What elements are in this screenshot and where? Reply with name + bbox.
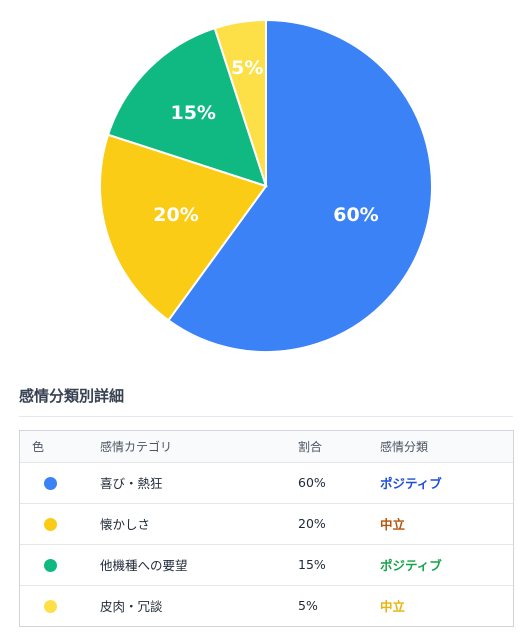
detail-table: 色 感情カテゴリ 割合 感情分類 喜び・熱狂 60% ポジティブ 懐かしさ 20… xyxy=(20,431,513,626)
color-cell xyxy=(20,503,100,545)
header-ratio: 割合 xyxy=(298,431,380,463)
classification-cell: 中立 xyxy=(380,503,513,545)
ratio-cell: 60% xyxy=(298,462,380,504)
category-cell: 皮肉・冗談 xyxy=(100,599,163,614)
ratio-cell: 20% xyxy=(298,503,380,545)
table-row: 喜び・熱狂 60% ポジティブ xyxy=(20,462,513,504)
table-row: 懐かしさ 20% 中立 xyxy=(20,503,513,545)
classification-cell: 中立 xyxy=(380,599,406,614)
color-dot-icon xyxy=(44,477,57,490)
ratio-cell: 15% xyxy=(298,544,380,586)
table-header-row: 色 感情カテゴリ 割合 感情分類 xyxy=(20,431,513,463)
section-divider xyxy=(19,416,513,417)
table-row: 他機種への要望 15% ポジティブ xyxy=(20,544,513,586)
category-cell: 他機種への要望 xyxy=(100,544,298,586)
color-dot-icon xyxy=(44,518,57,531)
color-dot-icon xyxy=(44,600,57,613)
color-dot-icon xyxy=(44,559,57,572)
pie-chart: 60% 20% 15% 5% xyxy=(99,18,433,353)
header-classification: 感情分類 xyxy=(380,431,513,463)
classification-cell: ポジティブ xyxy=(380,462,513,504)
pie-slice xyxy=(99,133,268,322)
ratio-cell: 5% xyxy=(298,598,318,613)
category-cell: 喜び・熱狂 xyxy=(100,462,298,504)
pie-chart-svg: 60% 20% 15% 5% xyxy=(99,18,433,353)
pie-slice xyxy=(213,18,267,187)
color-cell xyxy=(20,585,100,626)
slice-label: 60% xyxy=(333,204,378,226)
slice-label: 15% xyxy=(170,102,215,124)
category-cell: 懐かしさ xyxy=(100,503,298,545)
slice-label: 5% xyxy=(231,57,263,79)
header-color: 色 xyxy=(20,431,100,463)
color-cell xyxy=(20,544,100,586)
header-category: 感情カテゴリ xyxy=(100,431,298,463)
emotion-detail-table: 色 感情カテゴリ 割合 感情分類 喜び・熱狂 60% ポジティブ 懐かしさ 20… xyxy=(19,430,514,627)
table-row: 皮肉・冗談 5% 中立 xyxy=(20,585,513,626)
section-title: 感情分類別詳細 xyxy=(19,387,125,405)
classification-cell: ポジティブ xyxy=(380,544,513,586)
pie-slice xyxy=(167,18,433,353)
slice-label: 20% xyxy=(153,204,198,226)
color-cell xyxy=(20,462,100,504)
